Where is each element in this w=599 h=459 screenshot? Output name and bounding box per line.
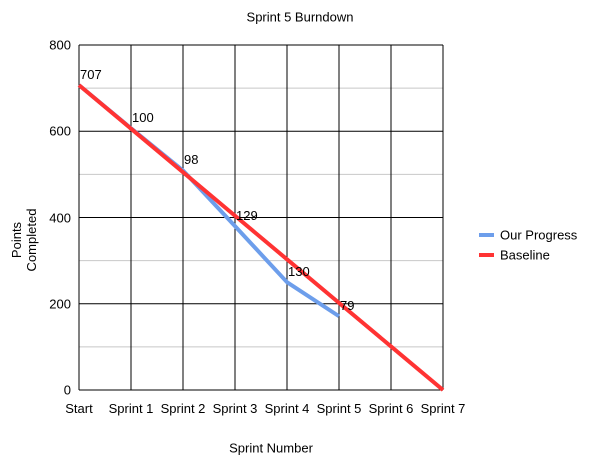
- data-label: 129: [236, 208, 258, 224]
- y-axis-label: Points Completed: [9, 208, 39, 272]
- y-tick-label: 400: [49, 210, 71, 225]
- x-tick-label: Sprint 3: [212, 401, 258, 416]
- x-tick-label: Sprint 7: [420, 401, 466, 416]
- x-tick-label: Sprint 5: [316, 401, 362, 416]
- series-line: [77, 83, 445, 392]
- y-tick-label: 0: [63, 382, 71, 398]
- y-tick-label: 600: [49, 123, 71, 139]
- data-label: 79: [340, 298, 355, 314]
- x-tick-label: Sprint 1: [108, 401, 154, 416]
- chart-title: Sprint 5 Burndown: [246, 9, 354, 25]
- x-tick-label: Sprint 4: [264, 401, 310, 416]
- x-axis-label: Sprint Number: [229, 440, 313, 456]
- x-tick-label: Start: [65, 401, 93, 416]
- data-label: 98: [184, 152, 199, 168]
- data-label: 100: [132, 110, 154, 126]
- y-tick-label: 200: [49, 296, 71, 312]
- data-label: 130: [288, 264, 310, 280]
- y-tick-label: 800: [49, 37, 71, 53]
- legend-label: Baseline: [500, 247, 550, 263]
- data-label: 707: [80, 67, 102, 83]
- x-tick-label: Sprint 6: [368, 401, 414, 416]
- x-tick-label: Sprint 2: [160, 401, 206, 416]
- legend-label: Our Progress: [500, 227, 578, 243]
